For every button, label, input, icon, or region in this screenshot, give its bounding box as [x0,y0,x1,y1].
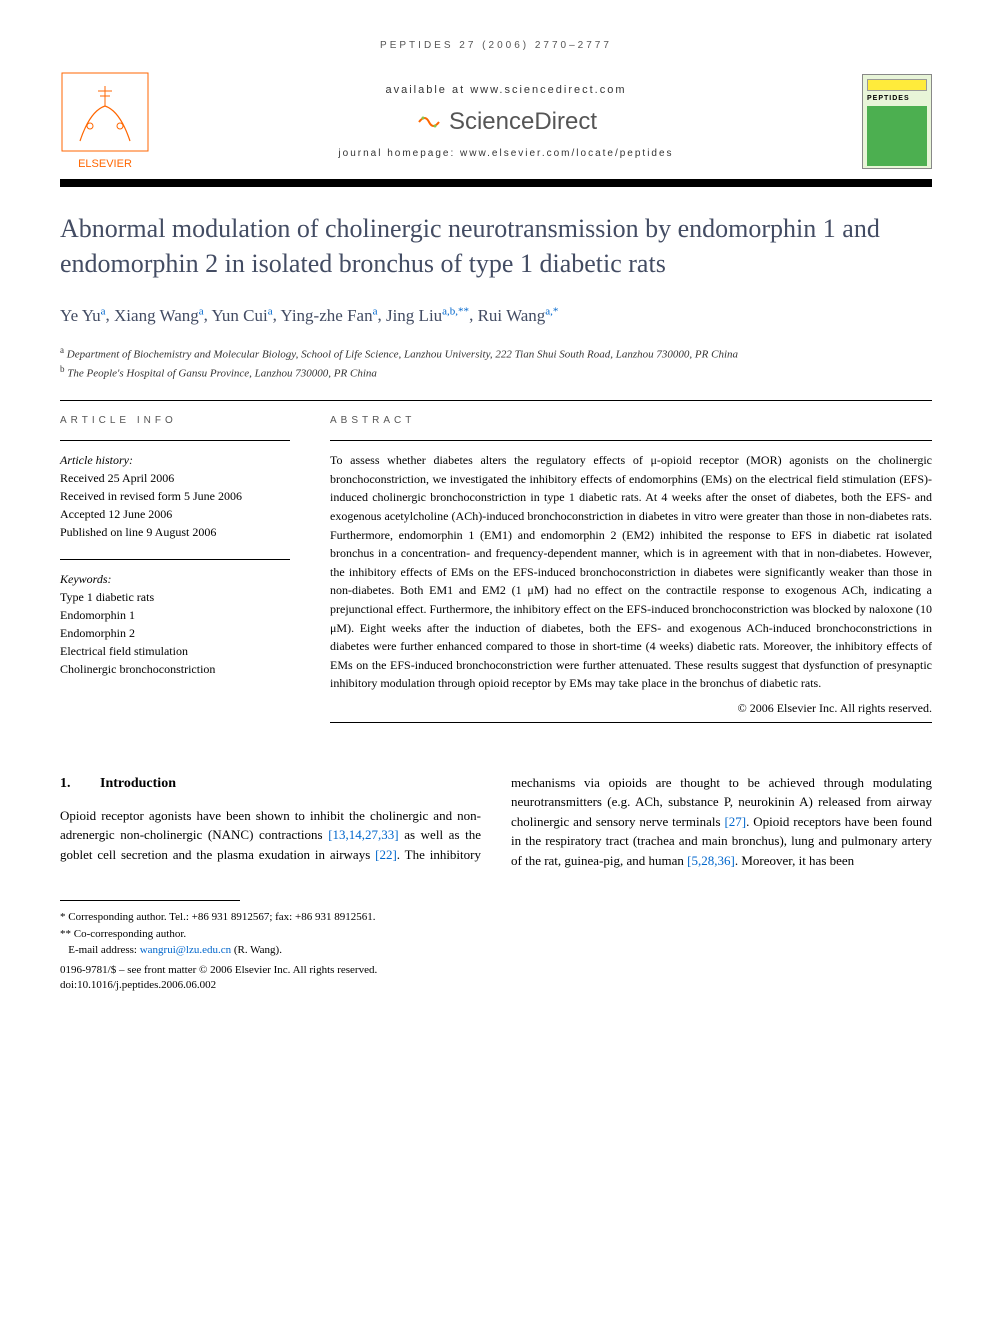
keyword: Type 1 diabetic rats [60,588,290,606]
author: Rui Wanga,* [478,306,559,325]
sciencedirect-logo[interactable]: ScienceDirect [415,108,597,136]
email-link[interactable]: wangrui@lzu.edu.cn [140,944,231,956]
front-matter-line: 0196-9781/$ – see front matter © 2006 El… [60,963,932,978]
affiliations: a Department of Biochemistry and Molecul… [60,344,932,382]
keyword: Endomorphin 2 [60,624,290,642]
footnotes: * Corresponding author. Tel.: +86 931 89… [60,909,932,959]
author: Ye Yua [60,306,106,325]
history-published: Published on line 9 August 2006 [60,523,290,541]
header-rule [60,179,932,187]
email-line: E-mail address: wangrui@lzu.edu.cn (R. W… [60,942,932,959]
citation-link[interactable]: [27] [724,814,746,829]
body-section: 1.Introduction Opioid receptor agonists … [60,773,932,871]
keyword: Cholinergic bronchoconstriction [60,660,290,678]
divider [330,440,932,441]
corresponding-author-note: * Corresponding author. Tel.: +86 931 89… [60,909,932,926]
divider [60,559,290,560]
keyword: Endomorphin 1 [60,606,290,624]
elsevier-logo: ELSEVIER [60,71,150,171]
available-at-text: available at www.sciencedirect.com [150,84,862,96]
author: Ying-zhe Fana [281,306,378,325]
citation-link[interactable]: [13,14,27,33] [328,827,398,842]
cover-title: PEPTIDES [867,95,927,102]
journal-homepage-text: journal homepage: www.elsevier.com/locat… [150,148,862,159]
abstract-label: ABSTRACT [330,415,932,426]
history-revised: Received in revised form 5 June 2006 [60,487,290,505]
article-title: Abnormal modulation of cholinergic neuro… [60,211,932,281]
abstract-copyright: © 2006 Elsevier Inc. All rights reserved… [330,701,932,716]
keyword: Electrical field stimulation [60,642,290,660]
citation-link[interactable]: [5,28,36] [687,853,735,868]
journal-cover-thumbnail: PEPTIDES [862,74,932,169]
abstract-column: ABSTRACT To assess whether diabetes alte… [330,415,932,723]
doi-block: 0196-9781/$ – see front matter © 2006 El… [60,963,932,994]
section-heading: 1.Introduction [60,773,481,794]
keywords-label: Keywords: [60,570,290,588]
co-corresponding-author-note: ** Co-corresponding author. [60,926,932,943]
article-info-label: ARTICLE INFO [60,415,290,426]
running-header: PEPTIDES 27 (2006) 2770–2777 [60,40,932,51]
doi-line: doi:10.1016/j.peptides.2006.06.002 [60,978,932,993]
citation-link[interactable]: [22] [375,847,397,862]
publisher-banner: ELSEVIER available at www.sciencedirect.… [60,71,932,171]
footnote-rule [60,900,240,901]
sciencedirect-icon [415,108,443,136]
divider [60,440,290,441]
author: Yun Cuia [212,306,273,325]
history-received: Received 25 April 2006 [60,469,290,487]
divider [330,722,932,723]
history-accepted: Accepted 12 June 2006 [60,505,290,523]
divider [60,400,932,401]
author: Xiang Wanga [114,306,204,325]
history-label: Article history: [60,451,290,469]
abstract-text: To assess whether diabetes alters the re… [330,451,932,693]
author-list: Ye Yua, Xiang Wanga, Yun Cuia, Ying-zhe … [60,305,932,326]
svg-text:ELSEVIER: ELSEVIER [78,158,132,170]
author: Jing Liua,b,** [386,306,469,325]
article-info-column: ARTICLE INFO Article history: Received 2… [60,415,290,723]
sciencedirect-label: ScienceDirect [449,108,597,136]
